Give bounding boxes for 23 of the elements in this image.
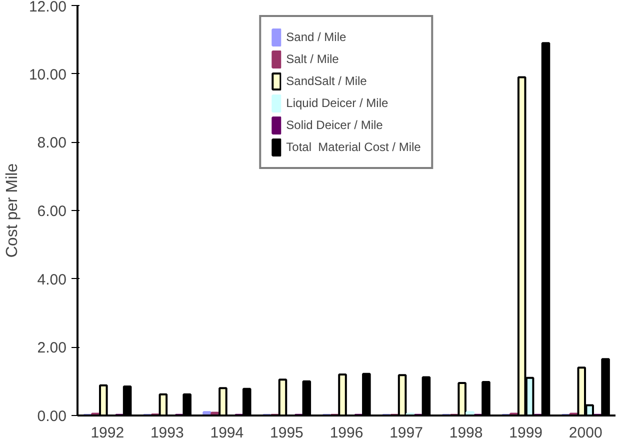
legend-label: Salt / Mile xyxy=(286,52,339,66)
y-tick-label: 0.00 xyxy=(37,408,67,425)
y-tick-label: 4.00 xyxy=(37,271,67,288)
x-tick-label: 1999 xyxy=(509,424,543,442)
legend-label: Total Material Cost / Mile xyxy=(286,140,421,154)
x-tick-label: 1995 xyxy=(270,424,304,442)
x-tick-label: 1997 xyxy=(390,424,423,442)
y-tick-label: 10.00 xyxy=(28,66,67,84)
legend-label: Solid Deicer / Mile xyxy=(286,118,383,132)
legend-label: SandSalt / Mile xyxy=(286,74,367,88)
x-tick-label: 1994 xyxy=(210,424,244,442)
legend-label: Sand / Mile xyxy=(286,30,346,44)
y-tick-label: 6.00 xyxy=(37,203,67,220)
x-tick-label: 2000 xyxy=(568,424,602,442)
y-tick-label: 8.00 xyxy=(37,134,67,152)
x-tick-label: 1992 xyxy=(90,424,124,442)
y-tick-label: 12.00 xyxy=(28,0,67,16)
y-axis-title: Cost per Mile xyxy=(4,163,21,258)
y-tick-label: 2.00 xyxy=(37,340,67,357)
x-tick-label: 1996 xyxy=(330,424,364,442)
x-tick-label: 1998 xyxy=(449,424,483,442)
x-tick-label: 1993 xyxy=(150,424,184,442)
legend-label: Liquid Deicer / Mile xyxy=(286,96,388,110)
